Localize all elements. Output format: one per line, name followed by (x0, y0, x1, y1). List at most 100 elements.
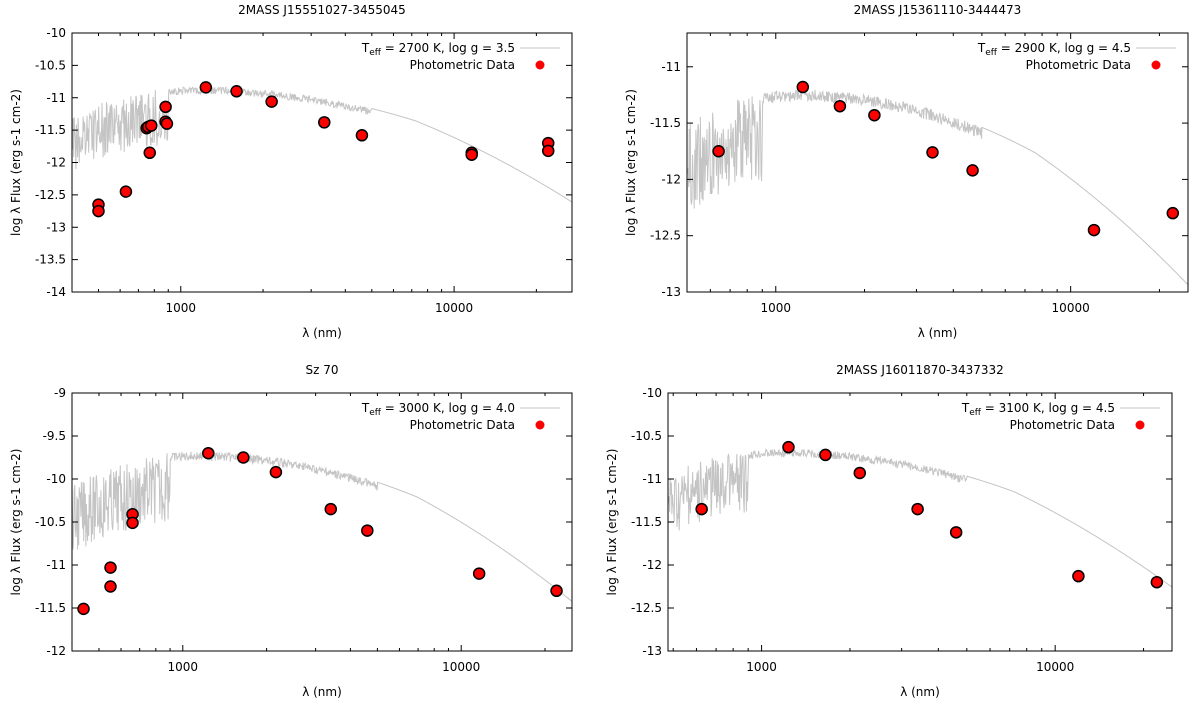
data-point (1087, 223, 1101, 237)
y-tick-label: -11 (661, 60, 681, 74)
data-point (1072, 569, 1085, 583)
data-point (1166, 206, 1180, 220)
x-axis-label: λ (nm) (918, 326, 958, 340)
data-point (712, 144, 725, 158)
y-axis-label: log λ Flux (erg s-1 cm-2) (9, 89, 23, 236)
data-point (104, 561, 117, 574)
data-point (782, 440, 795, 454)
y-tick-label: -11.5 (35, 601, 66, 615)
data-point (126, 516, 139, 530)
plot-frame (686, 32, 1189, 293)
data-point (202, 446, 215, 460)
data-point (819, 448, 832, 462)
legend-data-label: Photometric Data (410, 58, 515, 72)
x-tick-label: 1000 (760, 301, 791, 315)
legend-data-marker (535, 420, 545, 430)
data-point (92, 204, 105, 218)
y-tick-label: -10.5 (35, 58, 66, 72)
data-point (911, 502, 924, 516)
x-tick-label: 10000 (435, 301, 473, 315)
chart-panel-2: -13 -12.5 -12 -11.5 -11 1000 10000 2MASS J15361… (624, 3, 1189, 340)
chart-title: 2MASS J16011870-3437332 (836, 363, 1004, 377)
y-tick-label: -11 (46, 558, 66, 572)
y-tick-label: -11 (642, 472, 662, 486)
y-axis-label: log λ Flux (erg s-1 cm-2) (605, 449, 619, 596)
y-tick-label: -11.5 (631, 515, 662, 529)
x-tick-label: 10000 (1036, 660, 1074, 674)
y-tick-label: -12 (661, 172, 681, 186)
y-tick-label: -10 (46, 26, 66, 40)
chart-title: 2MASS J15361110-3444473 (854, 3, 1022, 17)
x-tick-label: 1000 (165, 301, 196, 315)
chart-panel-4: -13 -12.5 -12 -11.5 -11 -10.5 -10 1000 10000 2MAS… (605, 363, 1173, 699)
data-point (868, 108, 881, 122)
data-point (199, 81, 213, 94)
legend-model-label: Teff = 3000 K, log g = 4.0 (361, 401, 515, 418)
data-point (324, 502, 338, 516)
data-point (966, 164, 979, 177)
y-tick-label: -11.5 (35, 123, 66, 137)
chart-title: 2MASS J15551027-3455045 (238, 3, 406, 17)
data-point (119, 185, 133, 198)
data-point (237, 451, 250, 464)
data-point (541, 144, 555, 158)
data-point (1150, 575, 1164, 589)
data-point (361, 524, 374, 537)
x-axis-label: λ (nm) (302, 326, 342, 340)
legend-data-marker (1135, 420, 1145, 430)
legend-data-marker (535, 60, 545, 70)
data-point (143, 146, 156, 160)
data-point (159, 100, 172, 114)
legend-data-label: Photometric Data (410, 418, 515, 432)
data-point (269, 465, 283, 479)
model-spectrum-line (72, 86, 572, 203)
x-tick-label: 1000 (168, 660, 199, 674)
legend-data-marker (1151, 60, 1161, 70)
data-point (465, 148, 478, 161)
data-point (949, 526, 963, 539)
y-axis-label: log λ Flux (erg s-1 cm-2) (624, 89, 638, 236)
y-tick-label: -13.5 (35, 253, 66, 267)
x-tick-label: 10000 (1052, 301, 1090, 315)
legend-model-label: Teff = 3100 K, log g = 4.5 (961, 401, 1115, 418)
y-tick-label: -12 (46, 156, 66, 170)
y-tick-label: -11.5 (650, 116, 681, 130)
y-tick-label: -12.5 (650, 229, 681, 243)
y-tick-label: -12 (642, 558, 662, 572)
y-tick-label: -12.5 (631, 601, 662, 615)
data-point (472, 567, 486, 580)
x-tick-label: 1000 (746, 660, 777, 674)
chart-panel-1: -14 -13.5 -13 -12.5 -12 -11.5 -11 -10.5 -10 1000 1… (9, 3, 573, 340)
y-tick-label: -14 (46, 285, 66, 299)
data-point (926, 146, 939, 159)
data-point (230, 85, 243, 98)
chart-panel-3: -12 -11.5 -11 -10.5 -10 -9.5 -9 1000 10000 Sz 70 λ… (9, 363, 573, 699)
data-point (318, 116, 331, 129)
model-spectrum-line (668, 447, 1172, 588)
y-tick-label: -13 (46, 220, 66, 234)
data-point (265, 95, 278, 108)
y-tick-label: -12.5 (35, 188, 66, 202)
data-point (160, 117, 174, 130)
y-tick-label: -10 (642, 386, 662, 400)
x-axis-label: λ (nm) (900, 685, 940, 699)
y-tick-label: -9 (54, 386, 66, 400)
y-tick-label: -12 (46, 644, 66, 658)
legend-data-label: Photometric Data (1010, 418, 1115, 432)
chart-title: Sz 70 (306, 363, 339, 377)
x-axis-label: λ (nm) (302, 685, 342, 699)
y-tick-label: -13 (661, 285, 681, 299)
legend-model-label: Teff = 2900 K, log g = 4.5 (977, 41, 1131, 58)
y-tick-label: -10 (46, 472, 66, 486)
data-point (796, 80, 810, 94)
model-spectrum-line (687, 89, 1188, 286)
y-tick-label: -10.5 (35, 515, 66, 529)
legend-data-label: Photometric Data (1026, 58, 1131, 72)
y-tick-label: -13 (642, 644, 662, 658)
legend-model-label: Teff = 2700 K, log g = 3.5 (361, 41, 515, 58)
data-point (355, 129, 369, 142)
data-point (145, 119, 158, 132)
